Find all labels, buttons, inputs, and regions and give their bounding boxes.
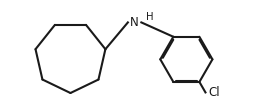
Text: N: N: [130, 16, 139, 29]
Text: Cl: Cl: [208, 86, 220, 99]
Text: H: H: [146, 12, 153, 22]
